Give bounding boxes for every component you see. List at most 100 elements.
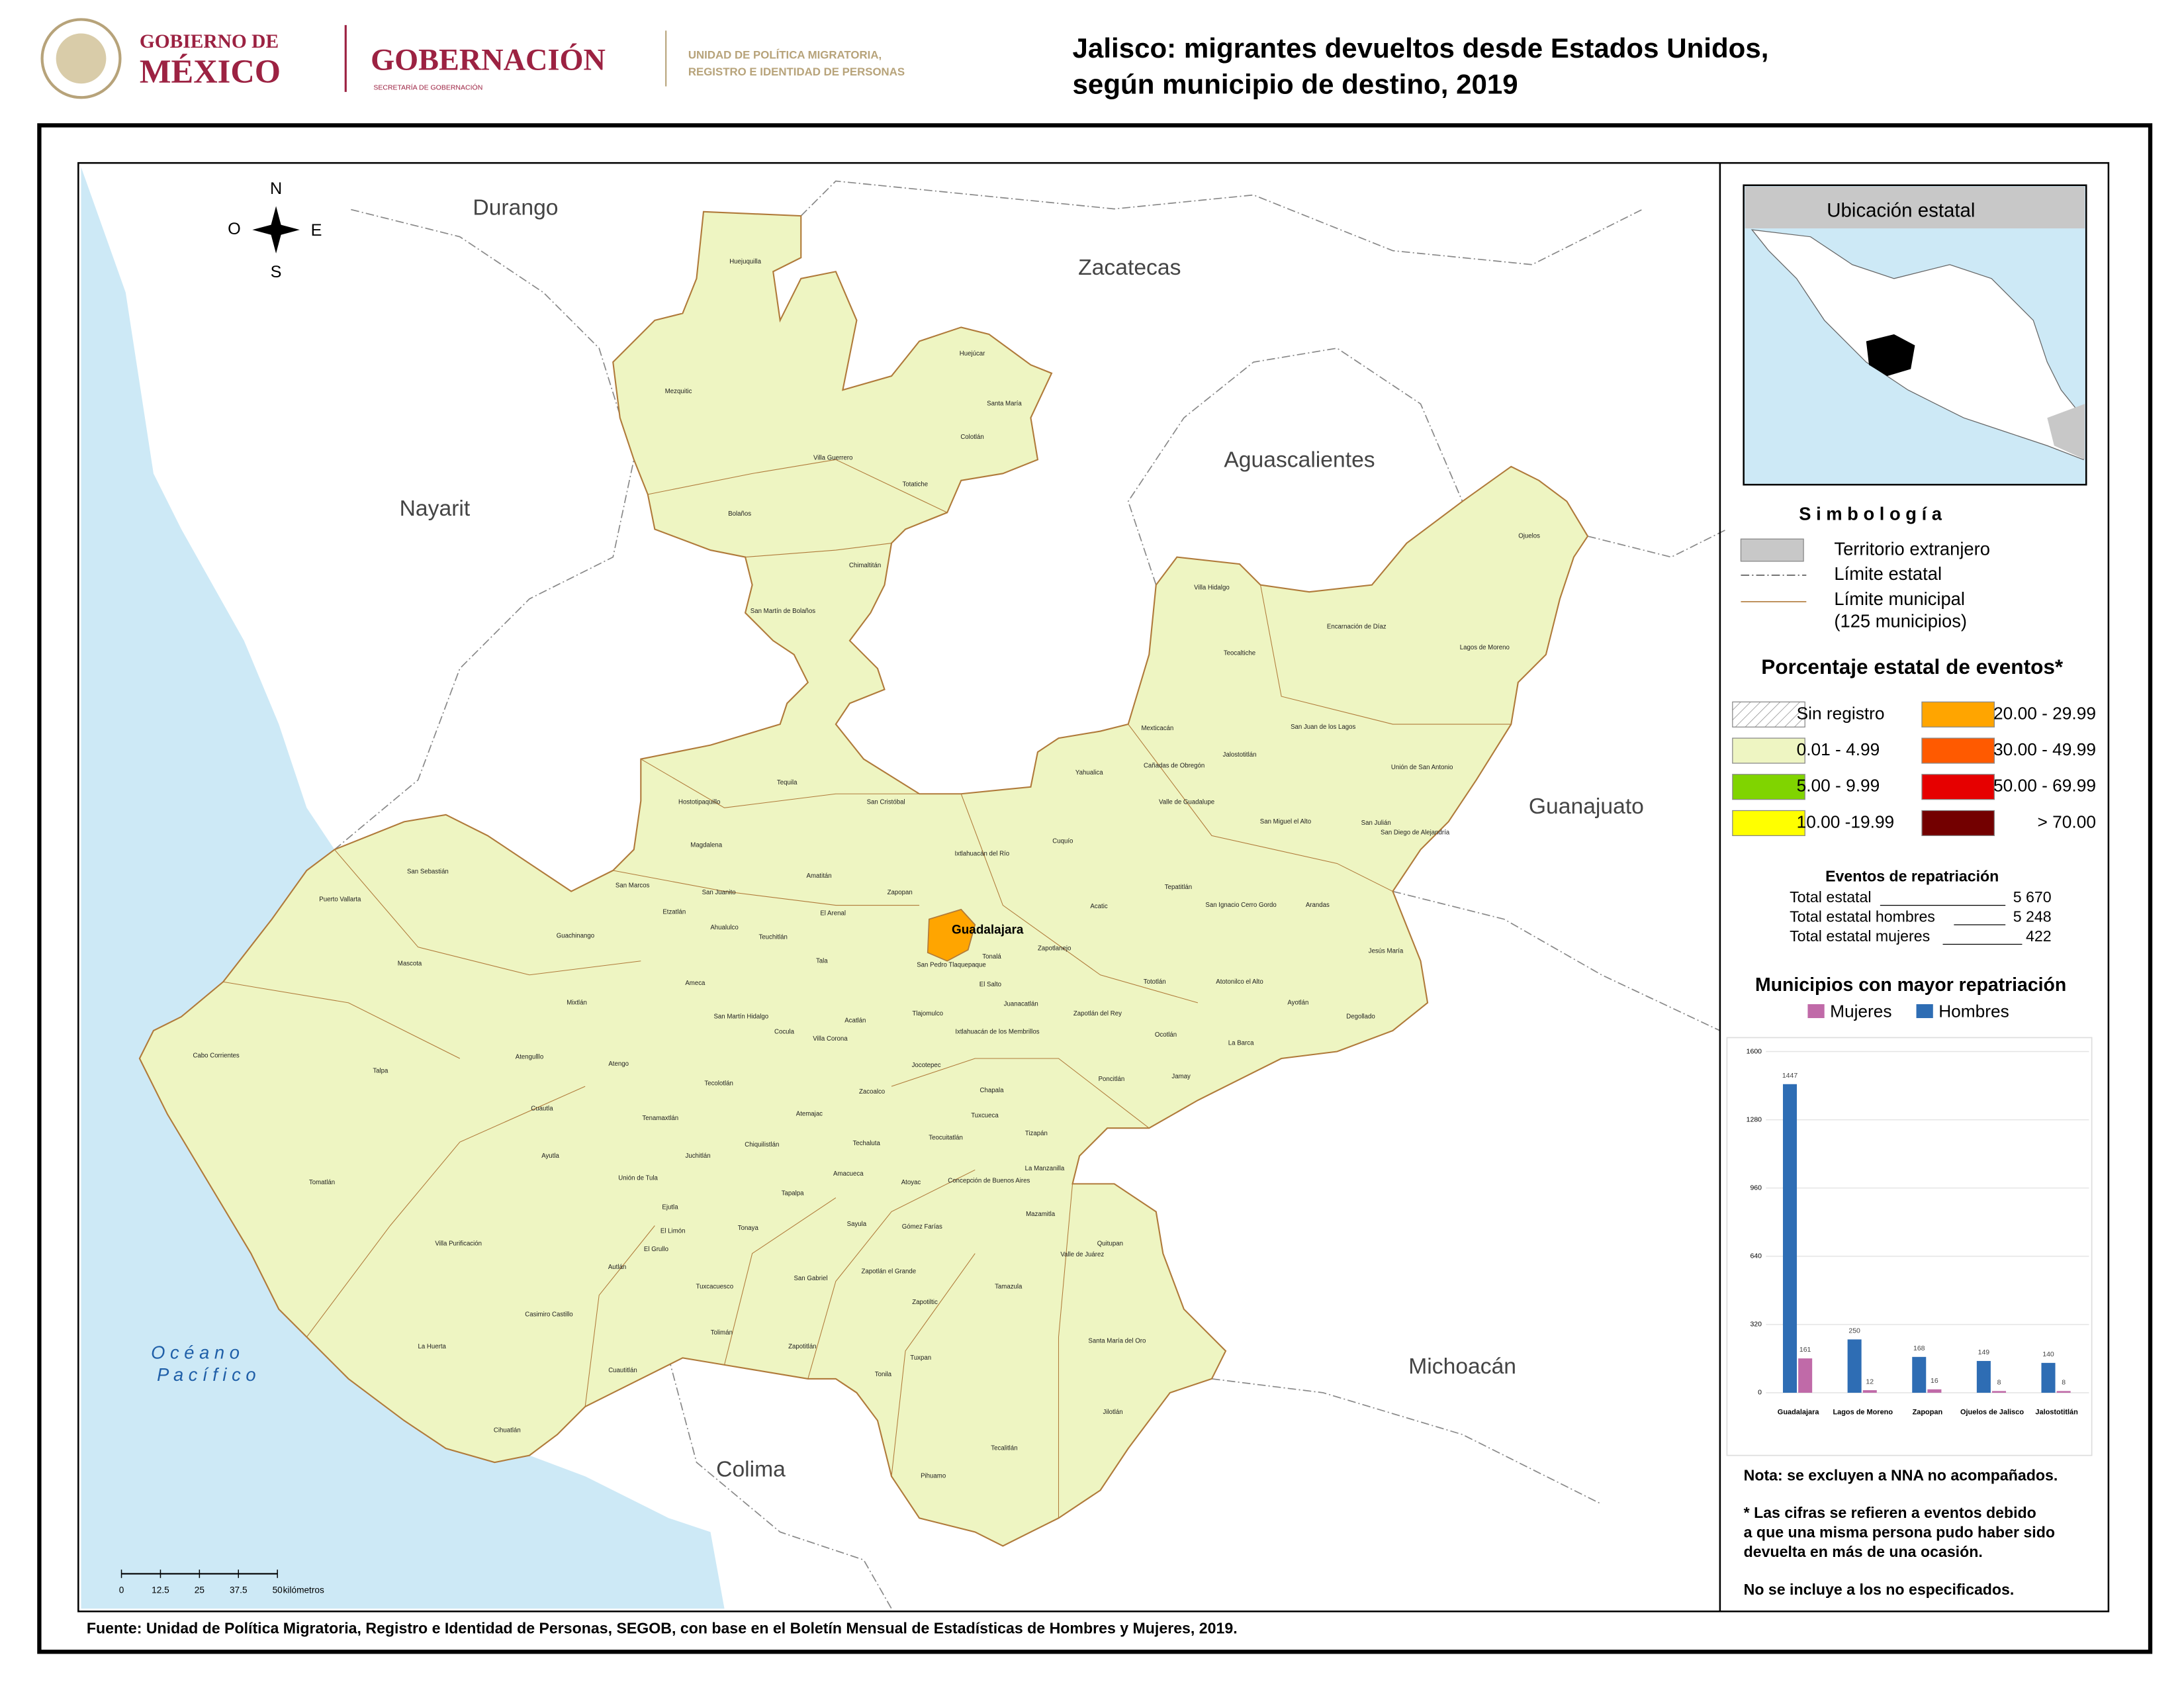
ocean-label: P a c í f i c o: [157, 1364, 255, 1385]
municipality-label: Zapopan: [887, 889, 913, 896]
bar: [2041, 1362, 2056, 1393]
municipality-label: Unión de San Antonio: [1391, 764, 1453, 771]
totals-label: Total estatal: [1790, 888, 1871, 906]
municipality-label: Jocotepec: [912, 1062, 941, 1069]
municipality-label: Cuautla: [531, 1105, 553, 1112]
municipality-label: Pihuamo: [921, 1473, 946, 1480]
municipality-label: Tuxpan: [910, 1354, 931, 1362]
totals-value: 5 670: [2013, 888, 2052, 906]
municipality-label: Acatlán: [844, 1017, 866, 1025]
class-swatch: [1732, 774, 1805, 800]
municipality-label: Atengulllo: [516, 1053, 543, 1060]
totals-label: Total estatal hombres: [1790, 908, 1935, 925]
municipality-label: Mazamitla: [1026, 1211, 1056, 1218]
value-label: 8: [1997, 1379, 2001, 1387]
class-swatch: [1732, 737, 1805, 764]
bar: [1976, 1360, 1991, 1393]
municipality-label: Tamazula: [995, 1284, 1023, 1291]
municipality-label: Atemajac: [796, 1111, 823, 1118]
y-tick-label: 1600: [1747, 1047, 1762, 1055]
municipality-label: Ojuelos: [1518, 533, 1540, 540]
compass: [252, 206, 300, 254]
ocean-label: O c é a n o: [151, 1342, 240, 1362]
municipality-label: Santa María del Oro: [1088, 1338, 1146, 1345]
municipality-label: Juanacatlán: [1004, 1001, 1038, 1008]
municipality-label: Ixtlahuacán de los Membrillos: [955, 1029, 1039, 1036]
class-swatch: [1732, 810, 1805, 837]
bar: [1862, 1390, 1877, 1393]
municipality-label: Casimiro Castillo: [525, 1311, 572, 1319]
class-label: 50.00 - 69.99: [1993, 776, 2096, 796]
municipal-borders: [223, 459, 1512, 1519]
municipality-label: Autlán: [608, 1264, 626, 1271]
jalisco: [138, 211, 1589, 1547]
municipality-label: Amatitán: [807, 872, 832, 880]
municipality-label: Zapotlanejo: [1038, 945, 1071, 952]
y-tick-label: 1280: [1747, 1115, 1762, 1123]
y-tick-label: 960: [1750, 1184, 1762, 1192]
compass-label: E: [311, 221, 322, 240]
municipality-label: Concepción de Buenos Aires: [948, 1178, 1030, 1185]
bar: [1992, 1391, 2007, 1393]
class-label: 5.00 - 9.99: [1797, 776, 1880, 796]
municipality-label: Cañadas de Obregón: [1144, 763, 1205, 770]
totals-value: 5 248: [2013, 908, 2052, 925]
value-label: 140: [2042, 1350, 2054, 1358]
bar: [1798, 1358, 1813, 1393]
value-label: 168: [1913, 1344, 1925, 1352]
highlight-label: Guadalajara: [952, 923, 1024, 937]
unit-line1: UNIDAD DE POLÍTICA MIGRATORIA,: [688, 49, 882, 62]
municipality-label: San Miguel el Alto: [1260, 818, 1311, 825]
municipality-label: Ixtlahuacán del Río: [954, 850, 1009, 857]
municipality-label: Zapotiltic: [912, 1299, 938, 1306]
municipality-label: Cuquío: [1052, 837, 1073, 845]
x-tick-label: Lagos de Moreno: [1833, 1408, 1893, 1416]
municipality-label: Tototlán: [1144, 978, 1166, 986]
municipality-label: Tizapán: [1025, 1130, 1048, 1137]
totals-label: Total estatal mujeres: [1790, 927, 1930, 945]
note: Nota: se excluyen a NNA no acompañados.: [1744, 1466, 2058, 1483]
municipality-label: Villa Purificación: [435, 1240, 482, 1247]
municipality-label: San Juanito: [702, 889, 736, 896]
municipality-label: Teocaltiche: [1224, 649, 1255, 657]
title-line1: Jalisco: migrantes devueltos desde Estad…: [1073, 32, 1769, 64]
municipality-label: San Marcos: [615, 882, 650, 890]
municipality-label: Talpa: [373, 1067, 388, 1074]
note: * Las cifras se refieren a eventos debid…: [1744, 1504, 2036, 1521]
municipality-label: Tenamaxtlán: [642, 1115, 678, 1122]
municipality-label: Atengo: [608, 1060, 629, 1068]
municipality-label: Cabo Corrientes: [193, 1052, 239, 1059]
class-swatch: [1921, 774, 1995, 800]
municipality-label: Degollado: [1346, 1013, 1375, 1020]
municipality-label: San Martín Hidalgo: [713, 1013, 768, 1020]
value-label: 8: [2062, 1379, 2066, 1387]
note: devuelta en más de una ocasión.: [1744, 1543, 1983, 1560]
source: Fuente: Unidad de Política Migratoria, R…: [87, 1620, 1238, 1637]
municipality-label: Yahualica: [1075, 769, 1103, 776]
class-label: Sin registro: [1797, 703, 1885, 723]
gov-line1: GOBIERNO DE: [140, 31, 279, 52]
state-label: Guanajuato: [1529, 794, 1644, 819]
state-borders: [334, 180, 1727, 1609]
municipality-label: Zapotlán del Rey: [1073, 1010, 1122, 1017]
municipality-label: Valle de Guadalupe: [1159, 798, 1214, 806]
guadalajara: [927, 908, 976, 962]
municipality-label: San Diego de Alejandría: [1381, 829, 1450, 837]
inset-map: [1743, 184, 2087, 486]
municipality-label: Bolaños: [728, 510, 751, 518]
state-label: Michoacán: [1408, 1354, 1516, 1379]
municipality-label: Tomatlán: [309, 1179, 335, 1186]
state-label: Aguascalientes: [1224, 447, 1375, 472]
municipality-label: San Gabriel: [794, 1275, 828, 1282]
legend-item: Límite estatal: [1834, 563, 1942, 584]
municipality-label: Atoyac: [901, 1179, 921, 1186]
municipality-label: San Pedro Tlaquepaque: [917, 962, 986, 969]
legend-item: Límite municipal: [1834, 588, 1965, 609]
compass-label: N: [270, 179, 282, 198]
municipality-label: Etzatlán: [662, 909, 686, 916]
scale-tick-label: 0: [119, 1585, 124, 1595]
municipality-label: Encarnación de Díaz: [1327, 623, 1387, 630]
municipality-label: Zapotitlán: [788, 1343, 816, 1350]
municipality-label: Mezquitic: [665, 388, 692, 395]
